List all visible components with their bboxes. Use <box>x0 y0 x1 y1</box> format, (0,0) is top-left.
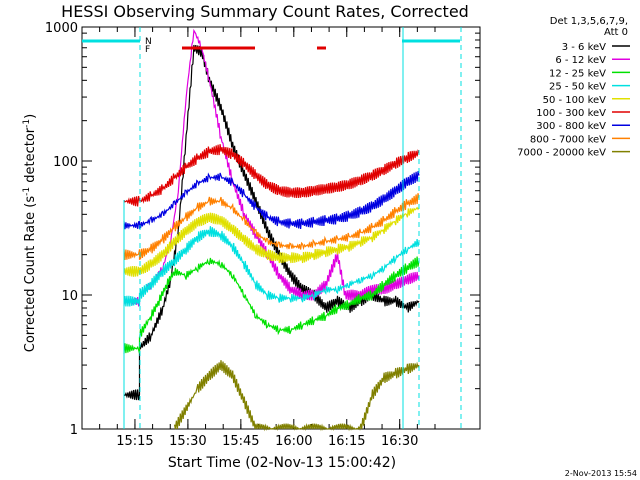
legend-header: Att 0 <box>604 27 628 38</box>
series-line-3 <box>123 226 420 307</box>
legend-label: 800 - 7000 keV <box>530 134 606 145</box>
x-tick-labels: 15:15 15:30 15:45 16:00 16:15 16:30 <box>116 434 418 449</box>
y-axis-label: Corrected Count Rate (s-1 detector-1) <box>22 114 38 352</box>
marker-f: F <box>145 45 150 55</box>
x-tick-label: 16:00 <box>275 434 312 449</box>
series-line-7 <box>123 193 420 261</box>
plot-border <box>81 26 481 430</box>
x-tick-label: 15:15 <box>116 434 153 449</box>
y-label-part1: Corrected Count Rate (s <box>23 196 38 353</box>
x-tick-label: 16:30 <box>381 434 418 449</box>
series-lines <box>123 28 420 432</box>
x-axis-label: Start Time (02-Nov-13 15:00:42) <box>168 455 396 471</box>
series-line-6 <box>123 171 420 230</box>
y-tick-label: 10 <box>61 289 78 304</box>
legend-label: 7000 - 20000 keV <box>517 148 606 159</box>
marker-n: N <box>145 37 152 47</box>
x-tick-label: 15:45 <box>222 434 259 449</box>
chart-title: HESSI Observing Summary Count Rates, Cor… <box>61 2 469 21</box>
y-label-part3: ) <box>23 114 38 119</box>
plot-frame <box>81 26 481 430</box>
y-label-part2: detector <box>23 127 38 187</box>
legend-label: 12 - 25 keV <box>549 68 606 79</box>
y-tick-label: 1 <box>70 423 78 438</box>
time-footer: 2-Nov-2013 15:54 <box>565 469 637 478</box>
series-line-8 <box>173 360 420 432</box>
legend-label: 50 - 100 keV <box>543 95 607 106</box>
legend-label: 6 - 12 keV <box>555 55 606 66</box>
legend-label: 3 - 6 keV <box>562 42 606 53</box>
legend-label: 300 - 800 keV <box>536 121 606 132</box>
y-label-sup2: -1 <box>22 119 32 128</box>
x-tick-label: 16:15 <box>328 434 365 449</box>
legend-label: 25 - 50 keV <box>549 82 606 93</box>
legend-label: 100 - 300 keV <box>536 108 606 119</box>
axis-ticks <box>81 26 480 430</box>
series-line-2 <box>123 256 420 354</box>
x-tick-label: 15:30 <box>169 434 206 449</box>
legend: Det 1,3,5,6,7,9,Att 0 3 - 6 keV 6 - 12 keV… <box>517 16 630 159</box>
series-line-4 <box>123 206 420 277</box>
y-tick-labels: 1 10 100 1000 <box>45 21 78 438</box>
y-tick-label: 1000 <box>45 21 78 36</box>
series-line-5 <box>123 144 420 207</box>
series-line-0 <box>123 44 420 401</box>
y-tick-label: 100 <box>53 155 78 170</box>
y-label-sup1: -1 <box>22 187 32 196</box>
annotation-markers: N F <box>82 27 462 429</box>
legend-header: Det 1,3,5,6,7,9, <box>550 16 628 27</box>
